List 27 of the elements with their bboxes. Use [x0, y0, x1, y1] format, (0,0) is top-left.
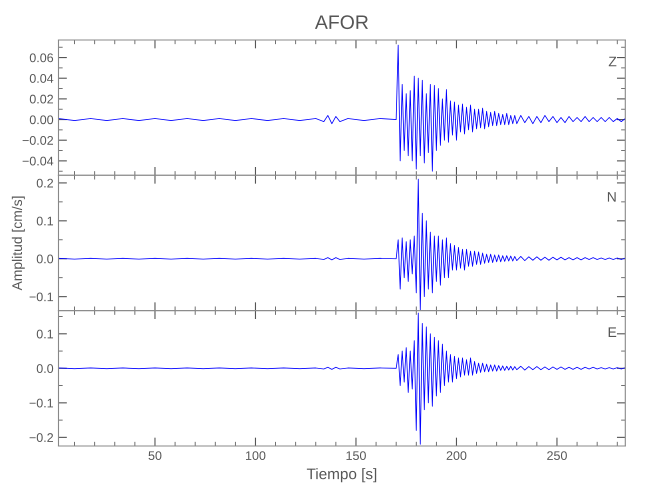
y-tick-label: 0.02 — [30, 94, 54, 104]
y-tick-label: 0.0 — [36, 364, 54, 373]
annotation: N — [608, 192, 616, 202]
x-tick-label: 50 — [148, 451, 162, 460]
y-tick-label: 0.00 — [30, 115, 54, 124]
y-tick-label: 0.1 — [36, 330, 54, 338]
y-tick-label: −0.2 — [30, 433, 54, 442]
line-series — [58, 44, 626, 172]
y-tick-label: −0.1 — [30, 398, 54, 408]
y-tick-label: 0.06 — [30, 53, 54, 62]
annotation: E — [608, 327, 616, 337]
x-tick-label: 100 — [246, 451, 266, 460]
y-tick-label: 0.04 — [30, 74, 54, 83]
x-tick-label: 150 — [346, 451, 366, 460]
y-tick-label: 0.2 — [36, 178, 54, 188]
x-axis-title: Tiempo [s] — [306, 468, 376, 482]
y-tick-label: 0.1 — [36, 216, 54, 226]
line-series — [58, 312, 626, 445]
x-tick-label: 200 — [446, 451, 466, 460]
y-tick-label: −0.02 — [22, 136, 54, 145]
x-tick-label: 250 — [547, 451, 567, 460]
chart-title: AFOR — [314, 15, 368, 30]
y-tick-label: −0.04 — [22, 156, 54, 166]
y-tick-label: −0.1 — [30, 292, 54, 302]
y-axis-title: Amplitud [cm/s] — [12, 196, 25, 290]
y-tick-label: 0.0 — [36, 254, 54, 264]
annotation: Z — [608, 56, 616, 66]
